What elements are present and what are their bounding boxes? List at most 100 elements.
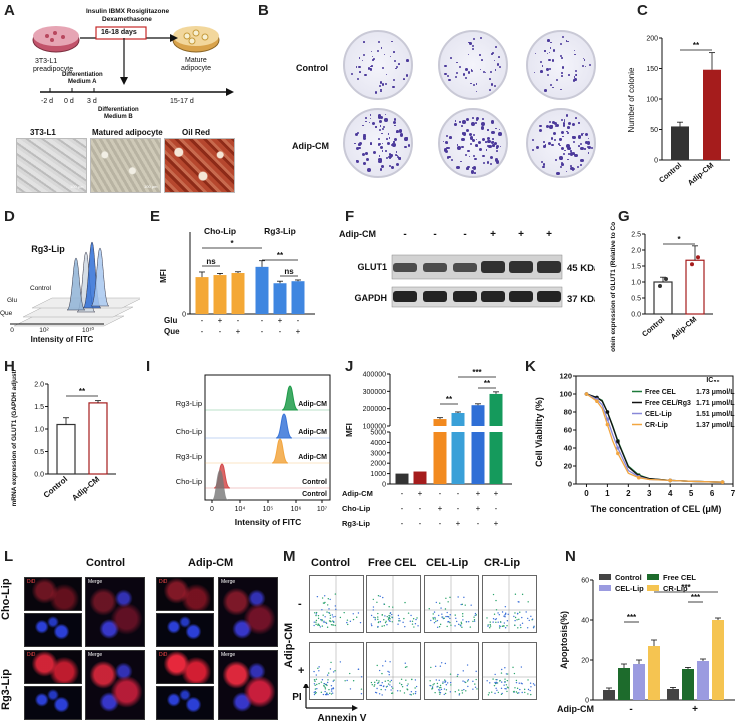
panel-letter-n: N bbox=[565, 548, 576, 565]
flow-event bbox=[386, 615, 388, 618]
flow-event bbox=[474, 683, 476, 685]
g-ytick-label: 2.0 bbox=[631, 248, 641, 255]
flow-event bbox=[514, 593, 517, 595]
flow-event bbox=[441, 616, 443, 618]
medium-a-label: Differentiation bbox=[62, 72, 103, 78]
flow-event bbox=[313, 612, 316, 614]
colony-dot bbox=[551, 59, 554, 62]
colony-dot bbox=[578, 122, 580, 124]
colony-dot bbox=[552, 131, 557, 136]
flow-event bbox=[458, 693, 461, 695]
flow-event bbox=[316, 595, 319, 598]
confocal-row-cho: Cho-Lip bbox=[0, 578, 12, 620]
colony-dot bbox=[490, 70, 493, 73]
j-bar bbox=[395, 473, 409, 484]
flow-event bbox=[391, 686, 393, 688]
j-sign-rg3: + bbox=[494, 519, 499, 528]
flow-event bbox=[472, 620, 474, 623]
flow-event bbox=[327, 672, 330, 674]
j-sign-cho: + bbox=[438, 504, 443, 513]
colony-dot bbox=[398, 157, 401, 160]
flow-event bbox=[404, 662, 407, 664]
flow-col-title: Control bbox=[311, 557, 351, 569]
confocal-label: DiD bbox=[27, 579, 36, 585]
chart-g: 0.0 0.5 1.0 1.5 2.0 2.5 Control Adip-CM * Protein… bbox=[610, 222, 713, 352]
colony-dot bbox=[580, 133, 584, 136]
colony-dot bbox=[397, 63, 400, 65]
panel-letter-k: L bbox=[4, 548, 14, 565]
confocal-did: DiD bbox=[156, 577, 214, 611]
colony-dot bbox=[576, 74, 578, 76]
colony-dot bbox=[572, 79, 576, 82]
colony-dot bbox=[371, 58, 374, 61]
flow-event bbox=[493, 613, 496, 615]
colony-dot bbox=[487, 139, 491, 144]
d-row-glu: Glu bbox=[7, 297, 18, 304]
e-sig-2star-label: ** bbox=[277, 251, 284, 260]
confocal-dapi bbox=[24, 613, 82, 647]
colony-dot bbox=[366, 157, 370, 161]
chart-e: 01×10⁶2×10⁶3×10⁶4×10⁶--+--+--+--+Cho-Lip… bbox=[160, 226, 315, 336]
j-sig-1-label: ** bbox=[446, 395, 453, 404]
j-row-rg3: Rg3-Lip bbox=[342, 519, 370, 528]
flow-event bbox=[496, 689, 498, 692]
flow-event bbox=[407, 683, 409, 685]
colony-dot bbox=[491, 131, 495, 135]
flow-event bbox=[356, 616, 358, 618]
flow-event bbox=[445, 684, 448, 686]
f-sign: + bbox=[518, 229, 524, 240]
flow-event bbox=[379, 621, 382, 623]
flow-event bbox=[321, 619, 323, 621]
flow-event bbox=[474, 614, 476, 617]
colony-dot bbox=[576, 165, 580, 169]
colony-dot bbox=[481, 137, 485, 141]
flow-event bbox=[314, 680, 316, 683]
e-sign-glu: + bbox=[278, 316, 283, 325]
colony-dot bbox=[545, 125, 549, 129]
flow-event bbox=[499, 625, 501, 628]
colony-dot bbox=[546, 68, 549, 71]
flow-event bbox=[443, 693, 445, 696]
flow-event bbox=[503, 615, 505, 617]
j-sign-adip: + bbox=[418, 489, 423, 498]
colony-dot bbox=[559, 165, 562, 168]
flow-event bbox=[516, 687, 519, 690]
flow-event bbox=[402, 621, 404, 624]
colony-dot bbox=[444, 148, 448, 152]
flow-event bbox=[390, 679, 393, 682]
l-legend-name: Free CEL/Rg3 bbox=[645, 400, 691, 407]
flow-event bbox=[498, 614, 501, 616]
flow-event bbox=[520, 682, 522, 684]
flow-event bbox=[326, 693, 328, 695]
confocal-dapi bbox=[156, 613, 214, 647]
flow-event bbox=[506, 679, 509, 682]
flow-event bbox=[500, 687, 503, 690]
flow-event bbox=[384, 615, 386, 617]
colony-dot bbox=[559, 155, 564, 160]
cell-start-label: 3T3-L1 bbox=[35, 58, 58, 65]
j-ytick-label: 0 bbox=[382, 482, 386, 489]
h-ytick-label: 1.0 bbox=[34, 427, 44, 434]
colony-dot bbox=[558, 143, 560, 145]
flow-event bbox=[434, 665, 437, 668]
flow-event bbox=[411, 620, 414, 622]
colony-dot bbox=[583, 59, 586, 62]
flow-event bbox=[409, 693, 411, 696]
flow-event bbox=[454, 691, 456, 693]
flow-plot bbox=[482, 575, 537, 633]
colony-dot bbox=[472, 84, 475, 87]
timepoint-3: 15-17 d bbox=[170, 98, 194, 105]
n-legend-label: Free CEL bbox=[663, 573, 696, 582]
colony-dot bbox=[561, 71, 564, 74]
flow-event bbox=[449, 673, 452, 675]
flow-event bbox=[495, 687, 497, 689]
colony-dot bbox=[576, 156, 578, 158]
colony-dot bbox=[390, 55, 392, 57]
j-bar-lower bbox=[433, 432, 447, 484]
colony-dot bbox=[554, 138, 557, 141]
timepoint-2: 3 d bbox=[87, 98, 97, 105]
flow-event bbox=[506, 620, 509, 622]
flow-event bbox=[344, 680, 346, 682]
colony-dot bbox=[570, 150, 572, 152]
flow-plot bbox=[366, 575, 421, 633]
